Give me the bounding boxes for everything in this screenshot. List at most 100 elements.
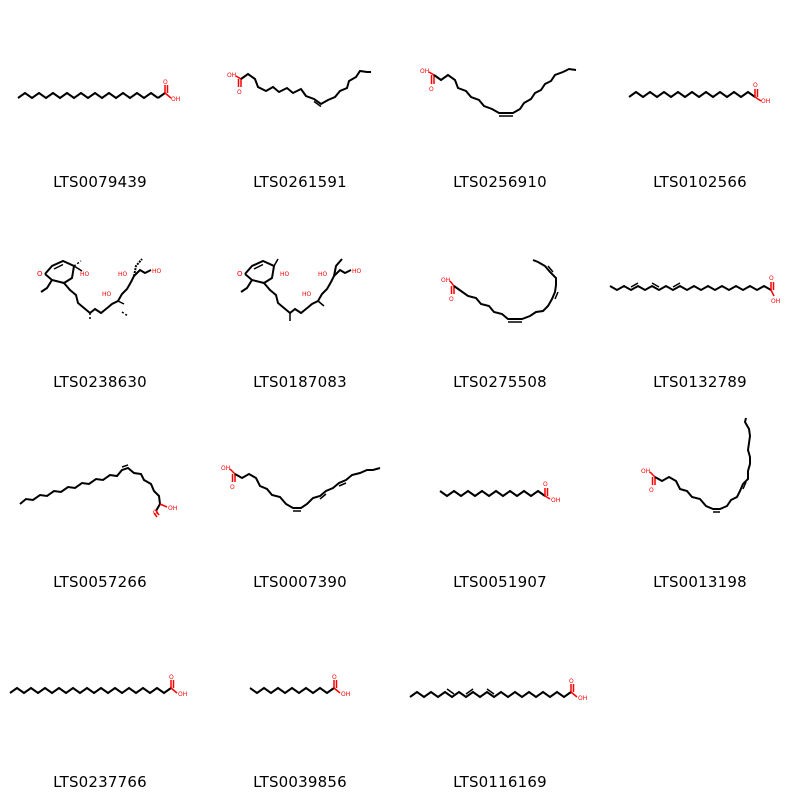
molecule-id-label: LTS0237766 [53,773,147,791]
methyl-bond [317,300,325,307]
carbon-chain [433,67,577,114]
structure-drawing: OH O [420,67,577,117]
ring-bonds [244,259,276,285]
molecule-cell: OH O LTS0261591 [200,0,400,200]
structure-drawing: O OH [609,275,780,305]
hydroxyl-bond [333,687,341,694]
ethyl-group [40,279,53,293]
structure-drawing: O OH [17,79,180,103]
carbonyl-bond [157,92,166,99]
carbonyl-oxygen-label: O [163,79,168,86]
hydroxyl-bond [449,280,455,287]
methyl-bond [117,300,125,305]
carbon-chain [240,69,371,106]
hydroxyl-label: HO [102,291,112,298]
molecule-id-label: LTS0051907 [453,573,547,591]
carbonyl-oxygen-label: O [543,481,548,488]
hydroxyl-label: OH [771,298,780,305]
hydroxyl-label: HO [318,271,328,278]
structure-drawing: O OH [19,464,177,518]
molecule-id-label: LTS0007390 [253,573,347,591]
hydroxyl-bond [649,471,656,478]
molecule-cell: O OH LTS0237766 [0,600,200,800]
hydroxyl-bond [235,75,242,80]
carbon-chain [17,91,159,100]
carbonyl-oxygen-label: O [753,82,758,89]
molecule-id-label: LTS0187083 [253,373,347,391]
hydroxyl-label: OH [551,497,560,504]
hydroxyl-label: OH [641,468,650,475]
hydroxyl-bond [229,468,236,475]
structure-drawing: OH O [441,259,559,323]
hydroxyl-label: OH [171,96,180,103]
ethyl-group [240,279,253,293]
carbon-chain [609,284,772,292]
hydroxyl-label: OH [441,277,450,284]
hydroxyl-label: OH [420,68,429,75]
molecule-cell: O HO HO HO HO LTS0238630 [0,200,200,400]
structure-drawing: O OH [439,481,560,504]
hydroxyl-bond [544,495,551,500]
trans-double-bond [630,282,639,288]
molecule-cell: O OH LTS0079439 [0,0,200,200]
carbonyl-bond [153,512,158,518]
carbonyl-oxygen-label: O [569,678,574,685]
molecule-id-label: LTS0132789 [653,373,747,391]
hydroxyl-bond [754,96,762,102]
structure-drawing: O OH [9,674,187,698]
molecule-id-label: LTS0013198 [653,573,747,591]
structure-drawing: OH O [641,417,752,513]
trans-double-bond [486,688,495,695]
structure-drawing: O HO HO HO HO [237,258,362,321]
carbon-chain [453,259,557,320]
structure-drawing: O OH [628,82,770,105]
carbonyl-oxygen-label: O [649,487,654,494]
molecule-id-label: LTS0116169 [453,773,547,791]
molecule-cell: OH O LTS0007390 [200,400,400,600]
ketone-oxygen-label: O [37,270,43,278]
molecule-cell: O OH LTS0051907 [400,400,600,600]
molecule-id-label: LTS0261591 [253,173,347,191]
trans-double-bond [672,282,681,288]
cis-double-bond [547,265,554,273]
carbon-chain [439,489,546,498]
molecule-cell: O OH LTS0039856 [200,600,400,800]
methyl-bond [73,260,82,267]
hydroxyl-bond [164,92,172,99]
cis-double-bond [313,100,322,108]
carbonyl-oxygen-label: O [237,89,242,96]
hydroxyl-label: OH [341,691,350,698]
hydroxyl-label: HO [152,268,162,275]
carbonyl-bond [155,510,160,516]
molecule-cell: OH O LTS0013198 [600,400,800,600]
ring-double-bond [53,263,64,270]
trans-double-bond [338,482,347,487]
molecule-cell: O OH LTS0132789 [600,200,800,400]
ring-bonds [44,259,76,285]
carbon-chain [249,686,335,695]
hydroxyl-bond [159,503,168,508]
carbonyl-oxygen-label: O [429,86,434,93]
carbonyl-oxygen-label: O [169,674,174,681]
trans-double-bond [465,688,474,695]
carbon-chain [9,686,172,695]
cis-double-bond [121,464,129,468]
carbonyl-oxygen-label: O [153,509,158,516]
hydroxyl-label: OH [178,691,187,698]
ketone-oxygen-label: O [237,270,243,278]
hydroxyl-label: HO [302,291,312,298]
ethyl-group [333,258,343,277]
carbonyl-oxygen-label: O [769,275,774,282]
carbon-chain [628,90,756,99]
carbon-chain [654,417,752,510]
hydroxyl-label: HO [118,271,128,278]
carbonyl-oxygen-label: O [332,674,337,681]
cis-double-bond [554,291,559,300]
molecule-id-label: LTS0256910 [453,173,547,191]
molecule-cell: O HO HO HO HO LTS0187083 [200,200,400,400]
structure-drawing: O HO HO HO HO [37,258,162,320]
hydroxyl-label: OH [168,505,177,512]
trans-double-bond [446,688,455,695]
methyl-bond [121,311,129,317]
